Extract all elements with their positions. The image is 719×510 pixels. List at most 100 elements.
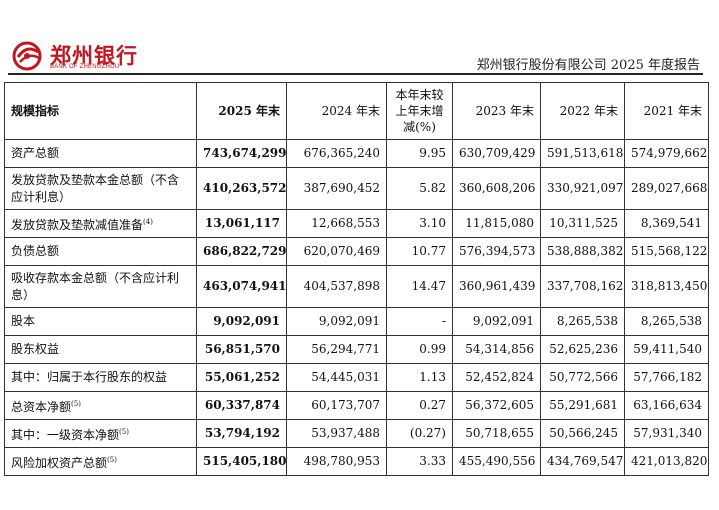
table-row: 风险加权资产总额(5) 515,405,180 498,780,953 3.33 455… [4,447,709,476]
table-cell: 318,813,450 [624,265,709,308]
table-cell: 387,690,452 [286,167,387,210]
table-cell: 9,092,091 [286,307,387,336]
footnote-marker: (5) [107,455,117,464]
table-header-row: 规模指标 2025 年末 2024 年末 本年末较上年末增减(%) 2023 年… [4,82,709,140]
row-label-text: 总资本净额 [11,399,72,414]
row-label: 股本 [4,307,197,336]
table-cell: 620,070,469 [286,237,387,266]
row-label-text: 风险加权资产总额 [11,455,108,470]
column-header: 2025 年末 [196,82,287,140]
column-header: 规模指标 [4,82,197,140]
header-divider [8,73,703,75]
table-cell: 54,445,031 [286,363,387,392]
table-row: 负债总额 686,822,729 620,070,469 10.77 576,394,5… [4,237,709,266]
table-cell: 8,369,541 [624,209,709,238]
bank-logo-icon [12,41,42,71]
row-label: 股东权益 [4,335,197,364]
table-cell: 630,709,429 [452,139,541,168]
table-cell: 56,851,570 [196,335,287,364]
footnote-marker: (5) [119,427,129,436]
table-cell: 59,411,540 [624,335,709,364]
table-cell: 686,822,729 [196,237,287,266]
table-cell: 410,263,572 [196,167,287,210]
table-row: 发放贷款及垫款减值准备(4) 13,061,117 12,668,553 3.10 11… [4,209,709,238]
row-label: 其中：一级资本净额(5) [4,419,197,448]
footnote-marker: (4) [143,217,153,226]
logo-english-text: BANK OF ZHENGZHOU [50,64,120,70]
table-cell: 574,979,662 [624,139,709,168]
table-cell: 9.95 [386,139,453,168]
row-label: 发放贷款及垫款本金总额（不含应计利息） [4,167,197,210]
table-cell: 57,931,340 [624,419,709,448]
table-cell: (0.27) [386,419,453,448]
row-label: 吸收存款本金总额（不含应计利息） [4,265,197,308]
row-label: 资产总额 [4,139,197,168]
scale-indicators-table: 规模指标 2025 年末 2024 年末 本年末较上年末增减(%) 2023 年… [4,82,709,476]
table-cell: 515,568,122 [624,237,709,266]
table-row: 资产总额 743,674,299 676,365,240 9.95 630,709,42… [4,139,709,168]
table-row: 其中：归属于本行股东的权益 55,061,252 54,445,031 1.13 52,… [4,363,709,392]
table-row: 吸收存款本金总额（不含应计利息） 463,074,941 404,537,898 14… [4,265,709,308]
row-label: 其中：归属于本行股东的权益 [4,363,197,392]
table-cell: 591,513,618 [540,139,625,168]
row-label-text: 负债总额 [11,244,60,258]
table-cell: 1.13 [386,363,453,392]
row-label-text: 发放贷款及垫款减值准备 [11,217,144,232]
table-cell: 13,061,117 [196,209,287,238]
row-label-text: 发放贷款及垫款本金总额（不含应计利息） [11,172,180,204]
table-cell: - [386,307,453,336]
column-header: 2023 年末 [452,82,541,140]
table-cell: 9,092,091 [196,307,287,336]
table-cell: 676,365,240 [286,139,387,168]
table-row: 其中：一级资本净额(5) 53,794,192 53,937,488 (0.27) 50… [4,419,709,448]
table-cell: 63,166,634 [624,391,709,420]
table-cell: 55,291,681 [540,391,625,420]
table-cell: 55,061,252 [196,363,287,392]
table-cell: 50,566,245 [540,419,625,448]
table-cell: 50,772,566 [540,363,625,392]
table-cell: 455,490,556 [452,447,541,476]
table-cell: 538,888,382 [540,237,625,266]
row-label-text: 资产总额 [11,146,60,160]
table-cell: 576,394,573 [452,237,541,266]
footnote-marker: (5) [71,399,81,408]
table-cell: 743,674,299 [196,139,287,168]
logo-chinese-text: 郑州银行 [50,43,138,68]
table-cell: 53,937,488 [286,419,387,448]
table-cell: 5.82 [386,167,453,210]
table-cell: 8,265,538 [624,307,709,336]
table-cell: 52,452,824 [452,363,541,392]
table-cell: 3.10 [386,209,453,238]
table-cell: 57,766,182 [624,363,709,392]
table-cell: 289,027,668 [624,167,709,210]
table-cell: 10,311,525 [540,209,625,238]
table-cell: 498,780,953 [286,447,387,476]
table-row: 股东权益 56,851,570 56,294,771 0.99 54,314,856 52… [4,335,709,364]
page-header: 郑州银行 BANK OF ZHENGZHOU 郑州银行股份有限公司 2025 年… [0,0,719,80]
table-cell: 8,265,538 [540,307,625,336]
table-cell: 360,608,206 [452,167,541,210]
row-label-text: 其中：归属于本行股东的权益 [11,370,168,384]
table-cell: 60,337,874 [196,391,287,420]
column-header: 2022 年末 [540,82,625,140]
row-label: 风险加权资产总额(5) [4,447,197,476]
table-cell: 56,294,771 [286,335,387,364]
row-label-text: 吸收存款本金总额（不含应计利息） [11,270,180,302]
table-cell: 60,173,707 [286,391,387,420]
table-cell: 421,013,820 [624,447,709,476]
table-cell: 404,537,898 [286,265,387,308]
table-cell: 53,794,192 [196,419,287,448]
table-cell: 0.27 [386,391,453,420]
row-label: 发放贷款及垫款减值准备(4) [4,209,197,238]
column-header: 本年末较上年末增减(%) [386,82,453,140]
bank-logo: 郑州银行 BANK OF ZHENGZHOU [12,40,172,74]
table-cell: 330,921,097 [540,167,625,210]
row-label: 总资本净额(5) [4,391,197,420]
column-header: 2024 年末 [286,82,387,140]
row-label-text: 其中：一级资本净额 [11,427,120,442]
report-title: 郑州银行股份有限公司 2025 年度报告 [476,58,700,73]
table-row: 股本 9,092,091 9,092,091-9,092,091 8,265,538 8… [4,307,709,336]
table-cell: 0.99 [386,335,453,364]
table-cell: 12,668,553 [286,209,387,238]
table-cell: 515,405,180 [196,447,287,476]
